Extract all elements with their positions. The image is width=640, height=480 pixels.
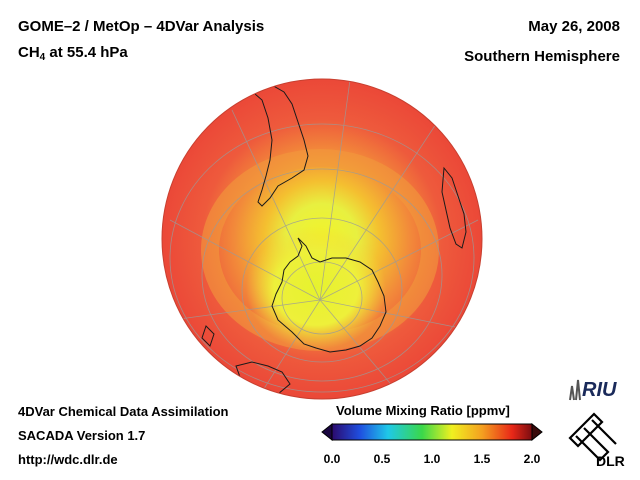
species-suffix: at 55.4 hPa (45, 44, 128, 61)
colorbar-title: Volume Mixing Ratio [ppmv] (336, 403, 510, 418)
colorbar-gradient (331, 423, 533, 441)
colorbar-tick: 0.0 (323, 452, 341, 466)
riu-logo-text: RIU (582, 379, 617, 401)
antarctica-coastline (271, 237, 387, 353)
dlr-logo: DLR (568, 412, 625, 469)
hemisphere-label: Southern Hemisphere (464, 48, 620, 65)
polar-vortex (246, 226, 386, 350)
colorbar (321, 422, 543, 442)
colorbar-tick: 0.5 (373, 452, 391, 466)
colorbar-low-arrow (321, 422, 333, 442)
footer-url: http://wdc.dlr.de (18, 452, 118, 467)
footer-version: SACADA Version 1.7 (18, 428, 146, 443)
colorbar-tick: 2.0 (523, 452, 541, 466)
map-title: GOME–2 / MetOp – 4DVar Analysis (18, 18, 265, 35)
colorbar-tick: 1.5 (473, 452, 491, 466)
new-zealand-coastline (201, 325, 215, 347)
species-prefix: CH (18, 44, 40, 61)
species-level-label: CH4 at 55.4 hPa (18, 44, 128, 63)
dlr-logo-text: DLR (596, 453, 625, 469)
africa-coastline (441, 166, 467, 249)
colorbar-tick: 1.0 (423, 452, 441, 466)
footer-system-name: 4DVar Chemical Data Assimilation (18, 404, 229, 419)
south-america-coastline (246, 83, 309, 207)
analysis-date: May 26, 2008 (528, 18, 620, 35)
species-subscript: 4 (39, 52, 46, 63)
graticule (169, 79, 479, 396)
riu-logo: RIU (569, 379, 617, 401)
colorbar-high-arrow (531, 422, 543, 442)
hemisphere-globe (161, 78, 483, 400)
